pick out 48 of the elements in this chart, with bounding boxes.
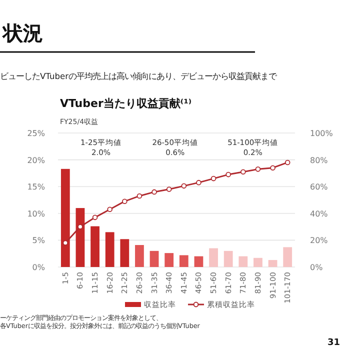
y2-tick-label: 0% — [310, 263, 324, 272]
point — [92, 214, 98, 220]
bar — [209, 248, 218, 267]
y2-tick-label: 80% — [310, 156, 328, 165]
point — [270, 165, 276, 170]
chart-title: VTuber当たり収益貢献⁽¹⁾ — [60, 97, 192, 110]
bar — [179, 255, 188, 267]
y-tick-label: 20% — [27, 156, 46, 165]
y2-tick-label: 100% — [310, 129, 334, 138]
point — [136, 193, 142, 199]
bar — [254, 258, 262, 267]
point — [166, 186, 172, 192]
y-tick-label: 10% — [27, 209, 46, 218]
bar — [224, 250, 233, 267]
bar — [105, 232, 114, 267]
point — [226, 172, 231, 178]
y2-tick-label: 40% — [310, 209, 328, 218]
y-tick-label: 25% — [27, 129, 46, 138]
y-tick-label: 15% — [27, 182, 46, 192]
y2-tick-label: 20% — [310, 236, 328, 246]
bar — [90, 226, 100, 267]
point — [107, 206, 112, 212]
y-tick-label: 5% — [32, 236, 46, 246]
text: 31 — [327, 338, 340, 348]
point — [196, 180, 202, 186]
point — [240, 169, 246, 175]
point — [181, 183, 187, 189]
y2-tick-label: 60% — [310, 182, 328, 192]
text: ビューしたVTuberの平均売上は高い傾向にあり、デビューから収益貢献まで — [0, 71, 278, 81]
bar — [76, 208, 85, 267]
y-tick-label: 0% — [32, 263, 46, 272]
bar — [135, 245, 144, 267]
bar — [120, 239, 130, 267]
bar — [60, 168, 70, 267]
bar — [150, 250, 159, 267]
point — [210, 176, 216, 182]
point — [284, 160, 290, 166]
point — [62, 240, 68, 246]
point — [78, 224, 83, 230]
bar — [268, 260, 278, 267]
bar — [283, 247, 292, 267]
point — [122, 198, 128, 204]
bar — [238, 256, 248, 267]
point — [152, 189, 157, 195]
text: 状況 — [1, 21, 43, 45]
point — [255, 166, 261, 172]
bar — [164, 253, 174, 267]
bar — [194, 256, 204, 267]
